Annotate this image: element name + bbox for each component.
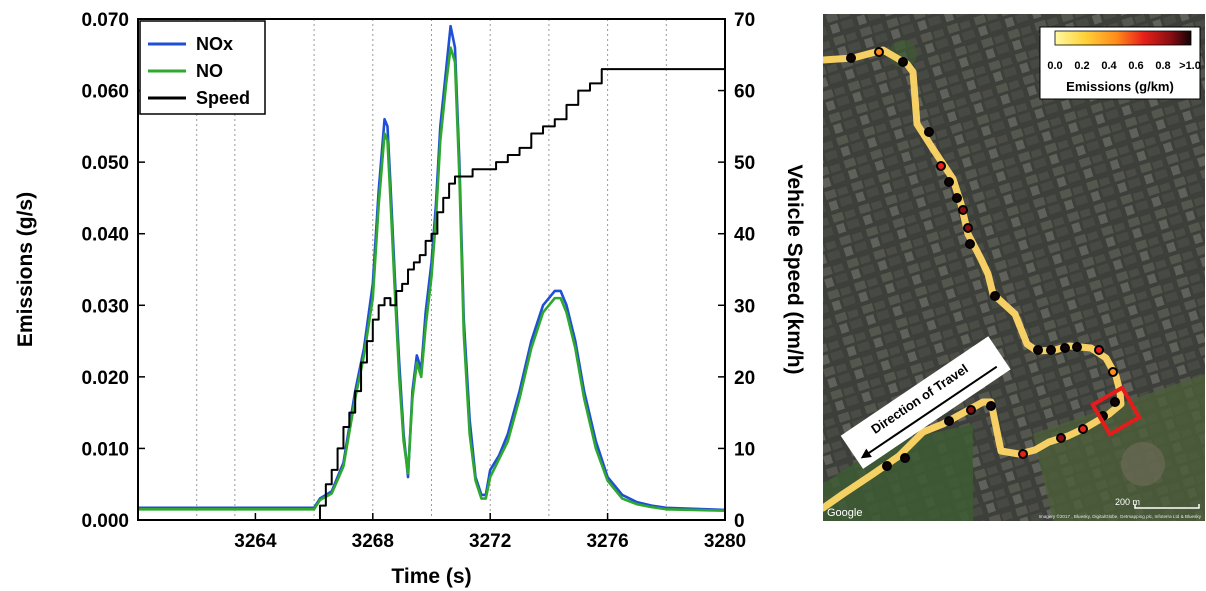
- x-tick-label: 3264: [234, 531, 277, 552]
- y2-tick-label: 40: [734, 225, 755, 246]
- y-tick-label: 0.070: [81, 10, 129, 31]
- map-legend-title: Emissions (g/km): [1066, 79, 1174, 94]
- legend-gradient-bar: [1054, 30, 1192, 46]
- series-line-no: [138, 46, 726, 512]
- plot-series: [138, 24, 726, 521]
- emission-marker: [1018, 449, 1028, 459]
- emission-marker: [1108, 367, 1118, 377]
- map-legend-tick: >1.0: [1179, 60, 1201, 72]
- emission-marker: [900, 453, 910, 463]
- y-tick-label: 0.010: [81, 439, 129, 460]
- y-tick-label: 0.020: [81, 368, 129, 389]
- scale-bar: 200 m: [1115, 497, 1200, 509]
- emission-marker: [1094, 345, 1104, 355]
- y-axis-label: Emissions (g/s): [14, 192, 37, 347]
- y2-tick-label: 0: [734, 511, 745, 532]
- emission-marker: [952, 193, 962, 203]
- y-tick-label: 0.000: [81, 511, 129, 532]
- x-axis-label: Time (s): [391, 565, 471, 588]
- emission-marker: [990, 291, 1000, 301]
- emission-marker: [944, 177, 954, 187]
- emission-marker: [924, 127, 934, 137]
- emission-marker: [1056, 433, 1066, 443]
- map-legend-tick: 0.2: [1074, 60, 1089, 72]
- google-logo: Google: [827, 507, 862, 519]
- x-tick-label: 3280: [704, 531, 746, 552]
- emission-marker: [1072, 342, 1082, 352]
- y2-axis-label: Vehicle Speed (km/h): [783, 164, 806, 374]
- emission-marker: [936, 161, 946, 171]
- x-tick-label: 3268: [352, 531, 394, 552]
- emission-marker: [966, 405, 976, 415]
- y2-tick-label: 50: [734, 153, 755, 174]
- map-legend-tick: 0.4: [1101, 60, 1117, 72]
- emissions-speed-chart: 3264 3268 3272 3276 3280 0.000 0.010 0.020 0.030…: [14, 10, 806, 588]
- route-map: Direction of Travel 0.0 0.2 0.4 0.6 0.8 >1.0 …: [823, 14, 1205, 521]
- emission-marker: [1033, 345, 1043, 355]
- emission-marker: [1078, 424, 1088, 434]
- legend-label: Speed: [196, 88, 250, 108]
- scale-label: 200 m: [1115, 497, 1140, 507]
- axis-ticks: 3264 3268 3272 3276 3280 0.000 0.010 0.020 0.030…: [81, 10, 755, 552]
- emission-marker: [1110, 397, 1120, 407]
- chart-legend: NOx NO Speed: [139, 20, 266, 115]
- y2-tick-label: 70: [734, 10, 755, 31]
- green-park-areas: [823, 40, 1205, 521]
- y2-tick-label: 60: [734, 82, 755, 103]
- emission-marker: [986, 401, 996, 411]
- legend-label: NOx: [196, 34, 233, 54]
- emission-marker: [944, 416, 954, 426]
- emission-marker: [846, 53, 856, 63]
- y2-tick-label: 10: [734, 439, 755, 460]
- y2-tick-label: 20: [734, 368, 755, 389]
- emission-marker: [882, 461, 892, 471]
- emission-marker: [958, 205, 968, 215]
- map-legend-tick: 0.8: [1155, 60, 1170, 72]
- imagery-credit: Imagery ©2017 , Bluesky, DigitalGlobe, G…: [1039, 513, 1202, 519]
- y-tick-label: 0.040: [81, 225, 129, 246]
- series-line-speed: [138, 68, 725, 521]
- emission-marker: [874, 47, 884, 57]
- map-legend-tick: 0.0: [1047, 60, 1062, 72]
- emission-marker: [963, 223, 973, 233]
- emission-marker: [1060, 343, 1070, 353]
- emission-marker: [898, 57, 908, 67]
- map-legend: 0.0 0.2 0.4 0.6 0.8 >1.0 Emissions (g/km): [1039, 26, 1201, 100]
- emission-marker: [1046, 345, 1056, 355]
- legend-label: NO: [196, 61, 223, 81]
- emission-markers: [846, 47, 1120, 471]
- highlight-box: [1090, 385, 1142, 437]
- y-tick-label: 0.050: [81, 153, 129, 174]
- plot-frame: [137, 18, 726, 521]
- map-legend-tick: 0.6: [1128, 60, 1143, 72]
- y-tick-label: 0.060: [81, 82, 129, 103]
- y-tick-label: 0.030: [81, 296, 129, 317]
- emission-marker: [965, 239, 975, 249]
- x-tick-label: 3276: [586, 531, 628, 552]
- x-tick-label: 3272: [469, 531, 511, 552]
- y2-tick-label: 30: [734, 296, 755, 317]
